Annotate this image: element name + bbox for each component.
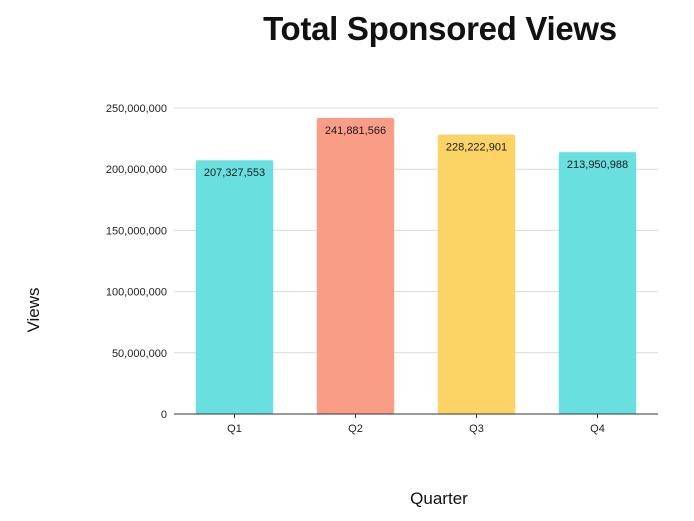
y-tick-label: 150,000,000 [106,225,167,237]
y-tick-label: 0 [161,409,167,421]
x-tick-label: Q4 [590,423,605,435]
y-tick-label: 50,000,000 [112,348,167,360]
bar-q3 [437,134,516,415]
x-axis-title: Quarter [410,489,468,508]
chart-title: Total Sponsored Views [263,10,617,47]
data-label: 228,222,901 [446,142,507,154]
bar-q4 [558,152,637,414]
data-labels: 207,327,553 241,881,566 228,222,901 213,950… [204,125,628,179]
x-tick-label: Q3 [469,423,484,435]
data-label: 207,327,553 [204,167,265,179]
data-label: 213,950,988 [567,159,628,171]
bars [195,117,637,415]
data-label: 241,881,566 [325,125,386,137]
y-tick-label: 200,000,000 [106,164,167,176]
x-tick-label: Q2 [348,423,363,435]
y-tick-label: 100,000,000 [106,287,167,299]
y-tick-label: 250,000,000 [106,103,167,115]
axes: 0 50,000,000 100,000,000 150,000,000 200,000… [106,103,658,435]
bar-q2 [316,117,395,415]
x-tick-label: Q1 [227,423,242,435]
bar-q1 [195,160,274,414]
